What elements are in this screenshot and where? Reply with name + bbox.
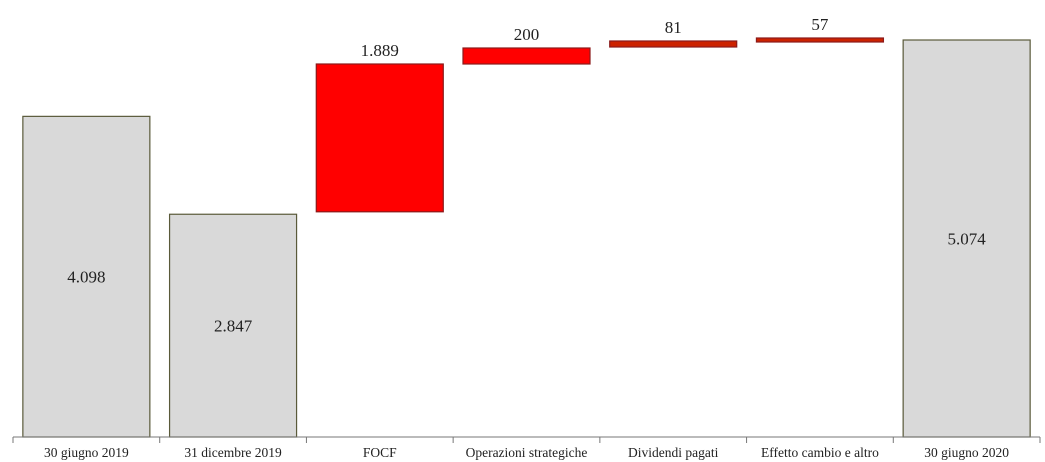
bar-dividendi-pagati [609, 40, 738, 48]
x-tick-labels-group: 30 giugno 2019 31 dicembre 2019 FOCF Operaz… [44, 445, 1009, 460]
value-label: 200 [514, 25, 540, 44]
value-label: 81 [665, 18, 682, 37]
x-tick-label: 30 giugno 2019 [44, 445, 129, 460]
value-label: 5.074 [948, 230, 987, 249]
x-tick-label: 30 giugno 2020 [924, 445, 1009, 460]
x-tick-label: Operazioni strategiche [466, 445, 588, 460]
value-label: 2.847 [214, 317, 253, 336]
x-tick-label: FOCF [363, 445, 397, 460]
value-label: 57 [811, 15, 829, 34]
value-labels-group: 4.098 2.847 1.889 200 81 57 5.074 [67, 15, 986, 336]
bar-30-giugno-2020 [902, 39, 1031, 438]
x-ticks-group [12, 437, 1041, 443]
bar-effetto-cambio-e-altro [755, 37, 885, 43]
bars-group [22, 37, 1031, 438]
x-tick-label: Effetto cambio e altro [761, 445, 879, 460]
bar-operazioni-strategiche [462, 47, 591, 65]
bar-focf [315, 63, 444, 213]
x-tick-label: 31 dicembre 2019 [184, 445, 282, 460]
bar-31-dicembre-2019 [168, 213, 298, 438]
x-tick-label: Dividendi pagati [628, 445, 719, 460]
value-label: 1.889 [361, 41, 399, 60]
value-label: 4.098 [67, 268, 105, 287]
bar-30-giugno-2019 [22, 115, 151, 438]
